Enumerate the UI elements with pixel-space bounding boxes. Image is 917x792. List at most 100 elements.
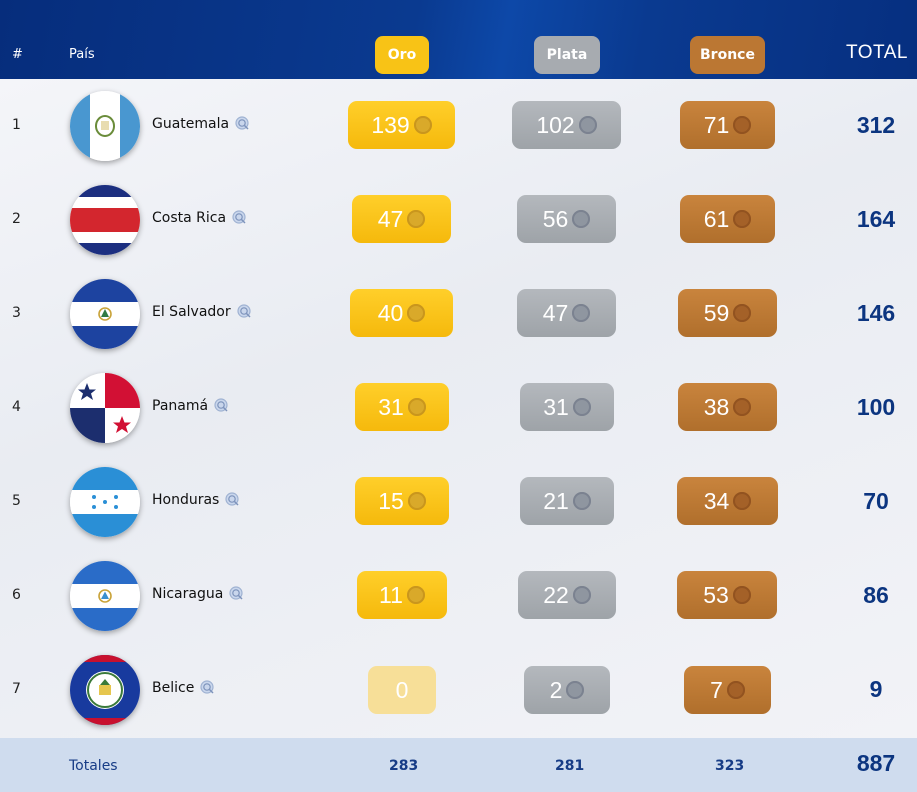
medal-icon (578, 116, 597, 134)
medal-icon (572, 492, 591, 510)
grand-total: 887 (856, 750, 896, 776)
silver-column-header[interactable]: Plata (534, 36, 600, 74)
table-row: 1 Guatemala 139 102 71 312 (0, 79, 917, 173)
gold-column-header[interactable]: Oro (375, 36, 429, 74)
country-link[interactable]: Panamá (152, 398, 230, 414)
guatemala-flag-icon[interactable] (70, 91, 140, 161)
rank-column-header: # (12, 47, 23, 62)
bronze-total: 323 (715, 758, 745, 774)
bronze-medal-count[interactable]: 38 (678, 383, 777, 431)
gold-medal-count: 0 (368, 666, 436, 714)
table-row: 4 Panamá 31 31 38 100 (0, 361, 917, 455)
rank-cell: 6 (12, 587, 21, 603)
country-name: Panamá (152, 398, 209, 414)
gold-medal-count[interactable]: 139 (348, 101, 455, 149)
gold-medal-count[interactable]: 31 (355, 383, 449, 431)
country-name: Costa Rica (152, 210, 227, 226)
rank-cell: 4 (12, 399, 21, 415)
bronze-value: 61 (703, 205, 730, 232)
search-icon[interactable] (237, 304, 253, 320)
silver-value: 102 (536, 111, 575, 138)
bronze-value: 7 (710, 676, 723, 703)
search-icon[interactable] (235, 116, 251, 132)
medal-icon (733, 398, 752, 416)
search-icon[interactable] (229, 586, 245, 602)
table-row: 2 Costa Rica 47 56 61 164 (0, 173, 917, 267)
search-icon[interactable] (232, 210, 248, 226)
gold-value: 139 (371, 111, 410, 138)
total-cell: 9 (869, 676, 883, 702)
search-icon[interactable] (214, 398, 230, 414)
medal-icon (572, 304, 591, 322)
total-cell: 164 (856, 206, 896, 232)
silver-medal-count[interactable]: 22 (518, 571, 616, 619)
total-cell: 86 (863, 582, 889, 608)
silver-value: 2 (549, 676, 563, 703)
gold-medal-count[interactable]: 11 (357, 571, 447, 619)
bronze-medal-count[interactable]: 71 (680, 101, 775, 149)
gold-value: 40 (377, 299, 404, 326)
medal-icon (726, 681, 745, 699)
medal-icon (407, 304, 426, 322)
country-link[interactable]: Honduras (152, 492, 241, 508)
silver-value: 47 (542, 299, 569, 326)
silver-medal-count[interactable]: 2 (524, 666, 610, 714)
silver-medal-count[interactable]: 102 (512, 101, 621, 149)
gold-medal-count[interactable]: 15 (355, 477, 449, 525)
silver-medal-count[interactable]: 47 (517, 289, 616, 337)
costa-rica-flag-icon[interactable] (70, 185, 140, 255)
silver-total: 281 (555, 758, 585, 774)
table-row: 6 Nicaragua 11 22 53 86 (0, 549, 917, 643)
honduras-flag-icon[interactable] (70, 467, 140, 537)
belize-flag-icon[interactable] (70, 655, 140, 725)
bronze-medal-count[interactable]: 7 (684, 666, 771, 714)
bronze-medal-count[interactable]: 61 (680, 195, 775, 243)
bronze-column-header[interactable]: Bronce (690, 36, 765, 74)
gold-medal-count[interactable]: 40 (350, 289, 453, 337)
totals-row: Totales 283 281 323 887 (0, 738, 917, 792)
medal-icon (406, 586, 425, 604)
country-link[interactable]: Belice (152, 680, 216, 696)
el-salvador-flag-icon[interactable] (70, 279, 140, 349)
medal-icon (407, 398, 426, 416)
medal-icon (733, 210, 752, 228)
silver-medal-count[interactable]: 56 (517, 195, 616, 243)
country-name: Honduras (152, 492, 220, 508)
gold-value: 0 (395, 676, 409, 703)
country-link[interactable]: Guatemala (152, 116, 251, 132)
bronze-medal-count[interactable]: 59 (678, 289, 777, 337)
country-link[interactable]: El Salvador (152, 304, 253, 320)
bronze-medal-count[interactable]: 53 (677, 571, 777, 619)
rank-cell: 5 (12, 493, 21, 509)
search-icon[interactable] (225, 492, 241, 508)
country-link[interactable]: Nicaragua (152, 586, 245, 602)
silver-medal-count[interactable]: 21 (520, 477, 614, 525)
total-cell: 312 (856, 112, 896, 138)
country-link[interactable]: Costa Rica (152, 210, 248, 226)
country-name: El Salvador (152, 304, 231, 320)
nicaragua-flag-icon[interactable] (70, 561, 140, 631)
gold-medal-count[interactable]: 47 (352, 195, 451, 243)
bronze-value: 53 (703, 581, 729, 608)
total-column-header: TOTAL (846, 42, 908, 63)
silver-value: 22 (543, 581, 569, 608)
medal-icon (572, 398, 591, 416)
silver-medal-count[interactable]: 31 (520, 383, 614, 431)
medal-icon (732, 586, 751, 604)
rank-cell: 7 (12, 681, 21, 697)
panama-flag-icon[interactable] (70, 373, 140, 443)
country-name: Guatemala (152, 116, 230, 132)
search-icon[interactable] (200, 680, 216, 696)
silver-value: 31 (543, 393, 569, 420)
rank-cell: 2 (12, 211, 21, 227)
silver-value: 21 (543, 487, 569, 514)
silver-value: 56 (542, 205, 569, 232)
bronze-value: 71 (703, 111, 730, 138)
country-name: Belice (152, 680, 195, 696)
bronze-medal-count[interactable]: 34 (677, 477, 778, 525)
table-row: 5 Honduras 15 21 34 70 (0, 455, 917, 549)
medal-icon (413, 116, 432, 134)
medal-icon (566, 681, 585, 699)
table-row: 7 Belice 0 2 7 9 (0, 643, 917, 737)
medal-icon (572, 586, 591, 604)
